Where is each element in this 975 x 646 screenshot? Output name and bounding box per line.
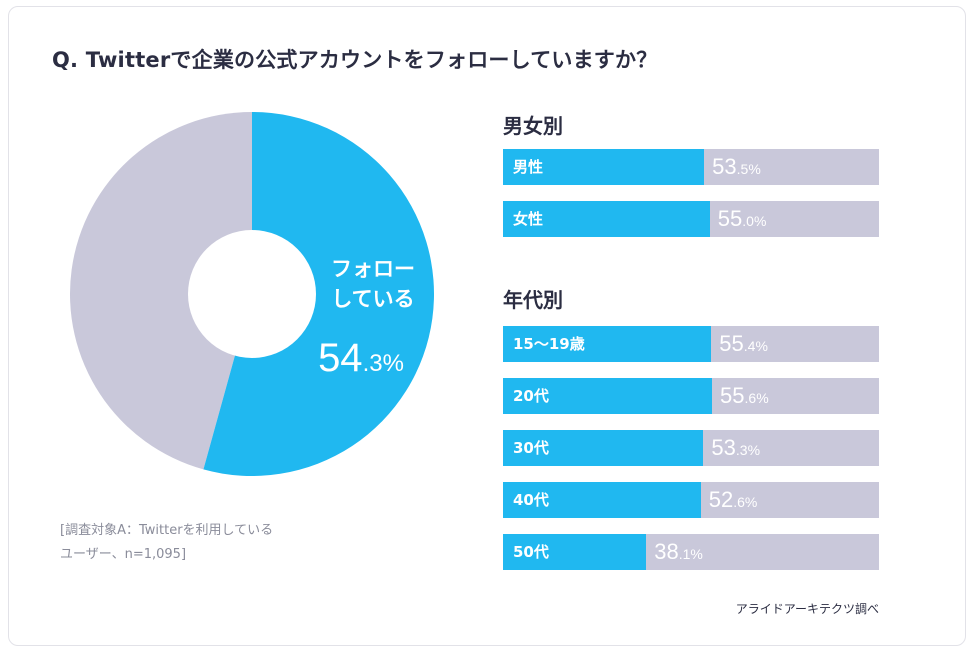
bar-value: 55.6% — [720, 378, 769, 417]
bar-gender-0: 男性 53.5% — [503, 149, 879, 185]
bar-gender-1: 女性 55.0% — [503, 201, 879, 237]
bar-age-4: 50代 38.1% — [503, 534, 879, 570]
bar-fill — [503, 534, 647, 570]
donut-slice-not-following — [70, 112, 252, 470]
source-credit: アライドアーキテクツ調べ — [735, 602, 879, 616]
bar-label: 20代 — [513, 387, 549, 405]
bar-fill — [503, 326, 712, 362]
chart-title: Q. Twitterで企業の公式アカウントをフォローしていますか？ — [52, 48, 658, 72]
gender-section-title: 男女別 — [503, 114, 563, 138]
bar-label: 30代 — [513, 439, 549, 457]
survey-note-line1: [調査対象A：Twitterを利用している — [60, 523, 274, 538]
donut-hole — [188, 230, 316, 358]
bar-value: 55.0% — [718, 201, 767, 240]
survey-note: [調査対象A：Twitterを利用している ユーザー、n=1,095] — [60, 519, 340, 567]
bar-value-dec: .6% — [733, 494, 758, 510]
bar-value-dec: .6% — [744, 390, 769, 406]
bar-label: 40代 — [513, 491, 549, 509]
bar-age-0: 15〜19歳 55.4% — [503, 326, 879, 362]
bar-fill — [503, 201, 710, 237]
bar-value: 53.5% — [712, 149, 761, 188]
bar-fill — [503, 430, 704, 466]
donut-value-dec: .3% — [362, 350, 404, 377]
bar-value-dec: .5% — [736, 161, 761, 177]
bar-label: 女性 — [513, 210, 544, 228]
donut-chart — [70, 112, 434, 476]
bar-value-dec: .4% — [743, 338, 768, 354]
bar-value-dec: .3% — [735, 442, 761, 458]
donut-value-int: 54 — [318, 336, 363, 380]
bar-value-int: 53 — [712, 154, 737, 179]
survey-note-line2: ユーザー、n=1,095] — [60, 547, 187, 562]
bar-value-int: 53 — [711, 435, 736, 460]
bar-value-int: 38 — [654, 539, 679, 564]
bar-value-int: 55 — [719, 331, 744, 356]
age-section-title: 年代別 — [503, 288, 563, 312]
donut-label-line2: している — [331, 287, 415, 311]
bar-value-int: 52 — [708, 487, 734, 512]
donut-label-line1: フォロー — [331, 257, 415, 281]
bar-value-int: 55 — [720, 383, 745, 408]
bar-label: 50代 — [513, 543, 549, 561]
bar-value-dec: .1% — [678, 546, 703, 562]
bar-value: 52.6% — [709, 482, 758, 521]
bar-value-dec: .0% — [742, 213, 767, 229]
bar-value-int: 55 — [717, 206, 743, 231]
donut-value: 54.3% — [296, 336, 426, 381]
bar-fill — [503, 482, 701, 518]
bar-fill — [503, 378, 713, 414]
bar-age-3: 40代 52.6% — [503, 482, 879, 518]
donut-slice-following — [203, 112, 434, 476]
donut-label: フォロー している — [318, 254, 428, 314]
bar-value: 38.1% — [654, 534, 703, 573]
bar-value: 53.3% — [711, 430, 760, 469]
bar-age-1: 20代 55.6% — [503, 378, 879, 414]
bar-label: 15〜19歳 — [513, 335, 585, 353]
bar-label: 男性 — [513, 158, 544, 176]
bar-value: 55.4% — [719, 326, 768, 365]
bar-fill — [503, 149, 705, 185]
bar-age-2: 30代 53.3% — [503, 430, 879, 466]
